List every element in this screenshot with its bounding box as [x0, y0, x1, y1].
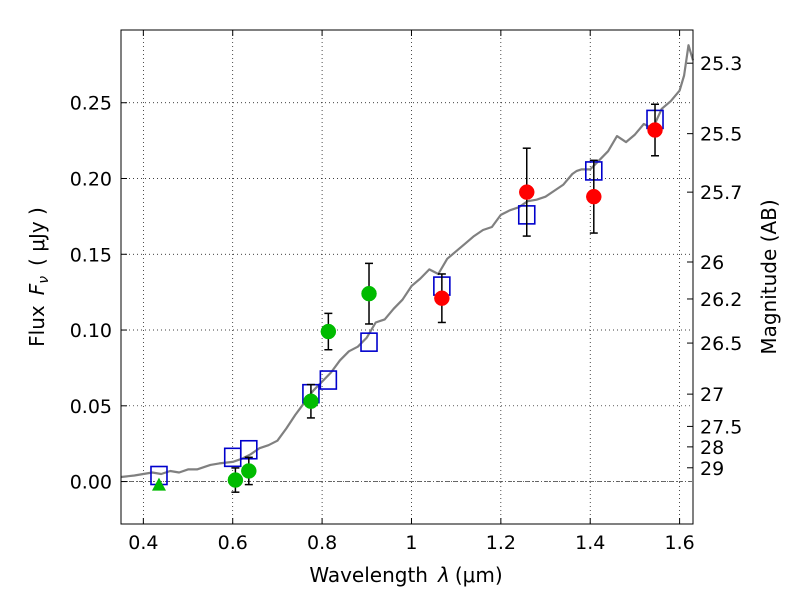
- grid: [121, 30, 693, 524]
- y2-axis-label: Magnitude (AB): [757, 199, 781, 354]
- upper-limit-point: [151, 477, 166, 491]
- model-point: [360, 332, 378, 352]
- y-tick-label: 0.00: [70, 472, 112, 494]
- data-point: [361, 285, 377, 302]
- y-axis-label-symbol: F: [25, 283, 49, 295]
- y2-tick-label: 26.2: [700, 289, 742, 311]
- data-point: [586, 188, 602, 205]
- y2-tick-label: 27: [700, 384, 724, 406]
- x-tick-label: 1.6: [664, 532, 694, 554]
- x-axis-label-text: Wavelength: [309, 563, 428, 587]
- x-axis-label: Wavelength λ (μm): [309, 563, 502, 587]
- y2-tick-label: 29: [700, 458, 724, 480]
- x-tick-label: 1.2: [486, 532, 516, 554]
- y2-tick-label: 25.5: [700, 124, 742, 146]
- y-tick-label: 0.10: [70, 320, 112, 342]
- data-point: [241, 463, 257, 479]
- y-tick-label: 0.05: [70, 396, 112, 418]
- y2-tick-label: 25.7: [700, 182, 742, 204]
- data-point: [303, 393, 319, 410]
- y2-tick-label: 28: [700, 437, 724, 459]
- y-axis-label: Flux Fν ( μJy ): [25, 207, 52, 347]
- data-point: [320, 323, 337, 340]
- data-point: [434, 290, 450, 306]
- data-point: [227, 472, 244, 488]
- y-axis-label-subscript: ν: [36, 276, 52, 284]
- x-axis-label-unit: (μm): [455, 563, 503, 587]
- axis-ticks: 0.4 0.6 0.8 1 1.2 1.4 1.6 0.00 0.05 0.10 0.15 0.20 0…: [70, 30, 742, 554]
- y-axis-label-unit: ( μJy ): [25, 207, 49, 266]
- x-tick-label: 0.8: [307, 532, 337, 554]
- x-tick-label: 0.6: [218, 532, 248, 554]
- y-tick-label: 0.20: [70, 169, 112, 191]
- y2-tick-label: 26.5: [700, 333, 742, 355]
- y-tick-label: 0.25: [70, 93, 112, 115]
- y2-tick-label: 25.3: [700, 53, 742, 75]
- y2-tick-label: 27.5: [700, 416, 742, 438]
- plot-frame: [120, 29, 694, 525]
- x-tick-label: 1.4: [575, 532, 605, 554]
- data-point: [519, 184, 535, 200]
- data-point: [647, 122, 663, 138]
- x-axis-label-symbol: λ: [437, 563, 450, 587]
- spectrum-line: [120, 44, 695, 479]
- x-tick-label: 0.4: [128, 532, 158, 554]
- model-point: [319, 370, 338, 390]
- y-tick-label: 0.15: [70, 244, 112, 266]
- x-tick-label: 1: [405, 532, 417, 554]
- y-axis-label-text: Flux: [25, 305, 49, 347]
- plot-area: [120, 44, 695, 493]
- y2-tick-label: 26: [700, 252, 724, 274]
